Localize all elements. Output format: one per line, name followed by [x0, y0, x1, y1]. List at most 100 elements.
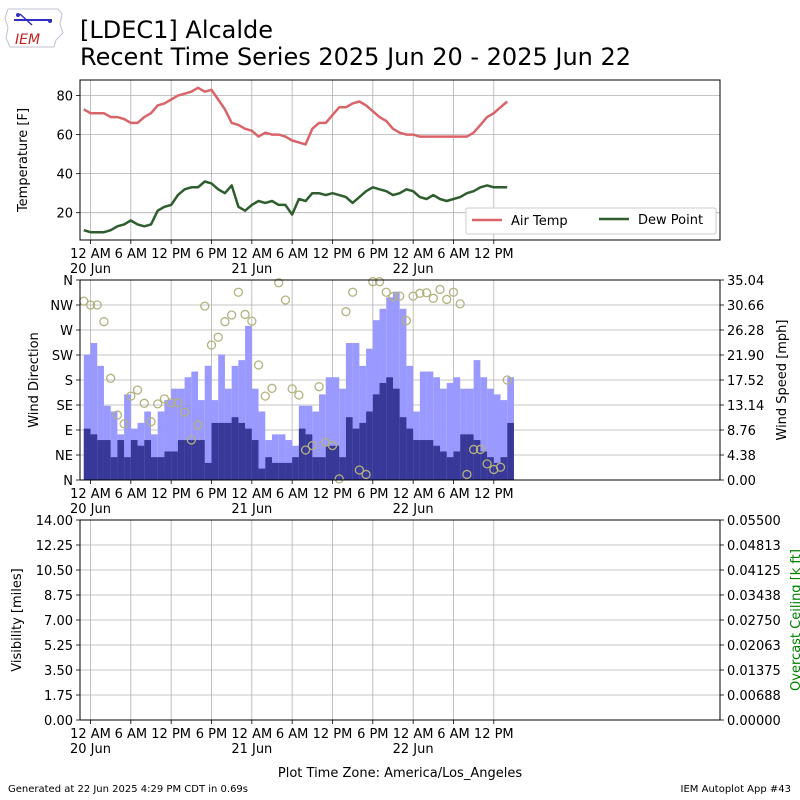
wind-direction-marker [92, 300, 102, 310]
x-date-label: 21 Jun [231, 742, 272, 757]
visibility-tick-label: 14.00 [36, 514, 73, 529]
x-tick-label: 6 AM [276, 487, 309, 502]
wind-direction-marker [381, 287, 391, 297]
gust-bar [487, 388, 494, 480]
ceiling-tick-label: 0.04125 [727, 564, 781, 579]
direction-tick-label: N [63, 274, 73, 289]
gust-bar [446, 382, 454, 480]
wind-direction-marker [253, 360, 264, 370]
speed-bar [406, 428, 414, 480]
speed-bar [164, 451, 172, 480]
ceiling-tick-label: 0.03438 [727, 589, 781, 604]
visibility-axis-label: Visibility [miles] [10, 568, 25, 671]
speed-bar [298, 428, 306, 480]
temperature-lines-layer [83, 86, 509, 234]
x-tick-label: 12 AM [70, 727, 111, 742]
speed-bar [211, 422, 219, 480]
x-tick-label: 12 AM [393, 727, 434, 742]
wind-direction-marker [428, 293, 438, 303]
speed-bar [473, 440, 481, 480]
gust-bar [204, 365, 212, 480]
gust-bar [433, 377, 441, 480]
wind-direction-marker [139, 398, 149, 408]
visibility-tick-label: 12.25 [36, 539, 73, 554]
wind-direction-marker [435, 284, 445, 295]
x-tick-label: 6 PM [357, 487, 388, 502]
wind-direction-marker [126, 391, 136, 401]
speed-bar [251, 440, 259, 480]
speed-bar [345, 417, 353, 480]
speed-bar [312, 457, 320, 480]
wind-direction-marker [99, 317, 109, 327]
gust-bar [426, 371, 434, 480]
wind-direction-marker [401, 315, 412, 326]
speed-bar [440, 451, 447, 480]
speed-bar [339, 457, 346, 480]
temperature-tick-label: 60 [56, 129, 73, 144]
speed-bar [466, 434, 474, 480]
gust-bar [218, 354, 225, 480]
wind-direction-marker [388, 292, 398, 302]
direction-tick-label: S [65, 374, 73, 389]
speed-bar [177, 440, 185, 480]
speed-bar [130, 440, 138, 480]
temperature-axis-label: Temperature [F] [16, 108, 31, 213]
speed-bar [83, 428, 91, 480]
direction-tick-label: N [63, 474, 73, 489]
x-tick-label: 12 AM [231, 487, 272, 502]
speed-bar [238, 422, 246, 480]
gust-bar [157, 411, 165, 480]
wind-direction-marker [421, 288, 432, 298]
speed-bar [110, 457, 118, 480]
gust-bar [453, 377, 461, 480]
wind-direction-marker [153, 399, 163, 409]
x-tick-label: 12 PM [151, 487, 191, 502]
gust-bar [184, 377, 192, 480]
gust-bar [500, 400, 508, 480]
wind-direction-marker [300, 445, 311, 455]
ceiling-tick-label: 0.02063 [727, 639, 781, 654]
gust-bar [392, 291, 400, 480]
speed-bar [305, 434, 313, 480]
speed-bar [332, 445, 340, 480]
x-tick-label: 12 PM [151, 727, 191, 742]
wind-direction-marker [489, 464, 499, 475]
x-tick-label: 6 AM [437, 247, 470, 262]
speed-bar [292, 457, 299, 480]
gust-bar [164, 400, 172, 480]
speed-bar [359, 422, 367, 480]
x-tick-label: 6 PM [196, 487, 227, 502]
gust-bar [124, 394, 131, 480]
wind-direction-marker [166, 398, 176, 408]
wind-direction-marker [227, 310, 237, 320]
wind-direction-marker [260, 391, 270, 401]
gust-bar [110, 411, 118, 480]
ceiling-tick-label: 0.00000 [727, 714, 781, 729]
gust-bar [319, 394, 326, 480]
wind-direction-marker [327, 440, 338, 451]
wind-direction-marker [455, 299, 465, 309]
x-tick-label: 12 PM [474, 247, 514, 262]
wind-direction-marker [267, 383, 277, 393]
panel-border [79, 79, 721, 241]
wind-direction-marker [112, 410, 123, 420]
speed-tick-label: 30.66 [727, 299, 764, 314]
speed-tick-label: 35.04 [727, 274, 764, 289]
direction-tick-label: W [60, 324, 73, 339]
speed-bar [325, 445, 333, 480]
wind-bars-layer [83, 291, 514, 480]
speed-bar [352, 428, 360, 480]
speed-bar [224, 422, 232, 480]
wind-direction-marker [146, 417, 156, 427]
wind-direction-marker [287, 384, 297, 394]
wind-direction-marker [173, 398, 183, 408]
ceiling-tick-label: 0.01375 [727, 664, 781, 679]
ceiling-axis-label: Overcast Ceiling [k ft] [789, 549, 800, 691]
temperature-legend: Air Temp Dew Point [465, 207, 717, 235]
speed-bar [137, 445, 145, 480]
speed-bar [198, 440, 205, 480]
x-tick-label: 6 PM [196, 727, 227, 742]
wind-direction-marker [395, 291, 405, 301]
x-tick-label: 12 AM [231, 247, 272, 262]
visibility-tick-label: 7.00 [44, 614, 73, 629]
